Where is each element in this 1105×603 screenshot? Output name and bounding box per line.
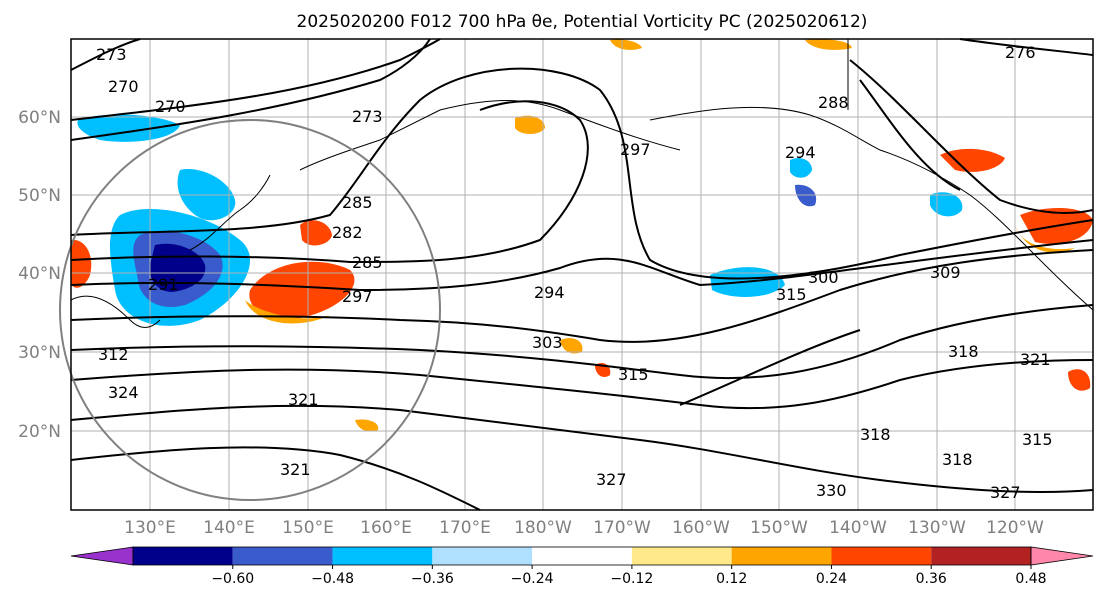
theta-e-contours [70,38,1094,511]
map-border [70,38,1094,511]
figure-title: 2025020200 F012 700 hPa θe, Potential Vo… [297,12,868,32]
contour-label: 315 [1022,430,1053,449]
pv-positive-subtropic-2 [1068,369,1091,391]
colorbar-segment [831,547,932,565]
coastlines [70,39,1094,328]
contour-label: 330 [816,481,847,500]
lat-label: 20°N [18,422,61,442]
pv-positive-subtropic-3 [560,338,583,354]
contour-label: 285 [352,253,383,272]
pv-positive-gulf-alaska [940,148,1005,172]
colorbar-tick-label: 0.24 [816,571,847,587]
lon-label: 130°E [124,518,176,538]
contour-label: 297 [342,287,373,306]
lon-label: 120°W [986,518,1044,538]
contour-label: 318 [948,342,979,361]
lon-label: 130°W [908,518,966,538]
contour-label: 294 [534,283,565,302]
colorbar-tick-label: −0.24 [511,571,554,587]
gridlines [71,39,1093,510]
contour-label: 270 [108,77,139,96]
contour-label: 315 [776,285,807,304]
contour-label: 297 [620,140,651,159]
colorbar-segment [432,547,533,565]
lon-label: 160°E [360,518,412,538]
lat-label: 50°N [18,186,61,206]
map-panel: 273 270 270 273 288 294 276 297 285 282 … [59,38,1094,511]
pv-positive-west-edge [71,239,92,288]
colorbar-segment [631,547,732,565]
colorbar-segment [931,547,1031,565]
lon-label: 170°W [593,518,651,538]
contour-label: 285 [342,193,373,212]
lon-label: 170°E [439,518,491,538]
contour-label: 303 [532,333,563,352]
lon-label: 160°W [672,518,730,538]
contour-label: 294 [785,143,816,162]
colorbar-segment [731,547,832,565]
longitude-labels: 130°E 140°E 150°E 160°E 170°E 180°W 170°… [124,518,1044,538]
lon-label: 140°W [829,518,887,538]
pv-positive-east-jet-halo [1015,225,1075,253]
contour-label: 291 [148,275,179,294]
pv-negative-aleutian-2 [795,184,817,207]
lat-label: 40°N [18,264,61,284]
pv-positive-top-right [805,39,852,50]
colorbar-tick-label: −0.48 [311,571,354,587]
colorbar-tick-label: 0.12 [716,571,747,587]
contour-label: 318 [942,450,973,469]
colorbar-outline [132,546,1032,566]
reference-circle [59,119,441,501]
contour-labels: 273 270 270 273 288 294 276 297 285 282 … [96,43,1053,502]
lat-label: 60°N [18,108,61,128]
contour-label: 273 [352,107,383,126]
contour-label: 315 [618,365,649,384]
contour-label: 321 [280,460,311,479]
contour-label: 312 [98,345,129,364]
contour-label: 321 [1020,350,1051,369]
contour-label: 321 [288,390,319,409]
colorbar-extend-low [70,546,134,566]
contour-label: 318 [860,425,891,444]
colorbar-tick-label: −0.12 [610,571,653,587]
pv-negative-gulf [930,192,963,217]
contour-label: 276 [1005,43,1036,62]
lon-label: 150°W [750,518,808,538]
contour-label: 300 [808,268,839,287]
lon-label: 180°W [514,518,572,538]
lon-label: 150°E [282,518,334,538]
colorbar-segment [133,547,233,565]
lon-label: 140°E [203,518,255,538]
contour-label: 324 [108,383,139,402]
contour-label: 282 [332,223,363,242]
pv-positive-bering [515,115,545,134]
lat-label: 30°N [18,343,61,363]
colorbar-tick-label: −0.60 [211,571,254,587]
colorbar-extend-high [1030,546,1094,566]
latitude-labels: 60°N 50°N 40°N 30°N 20°N [18,108,61,442]
colorbar-segment [232,547,333,565]
pv-positive-kuril-halo [245,300,330,324]
contour-label: 309 [930,263,961,282]
colorbar-tick-label: 0.48 [1015,571,1046,587]
colorbar-segment [532,547,632,565]
colorbar: −0.60 −0.48 −0.36 −0.24 −0.12 0.12 0.24 0.36 0.4… [70,546,1094,587]
colorbar-tick-label: −0.36 [411,571,454,587]
contour-label: 288 [818,93,849,112]
colorbar-tick-label: 0.36 [916,571,947,587]
contour-label: 327 [596,470,627,489]
pv-positive-subtropic-4 [355,419,379,432]
contour-label: 270 [155,97,186,116]
pv-negative-aleutian-1 [790,158,812,178]
contour-label: 327 [990,483,1021,502]
pv-positive-kuril [249,261,355,319]
colorbar-segment [332,547,433,565]
pv-positive-top [610,39,642,50]
contour-label: 273 [96,45,127,64]
